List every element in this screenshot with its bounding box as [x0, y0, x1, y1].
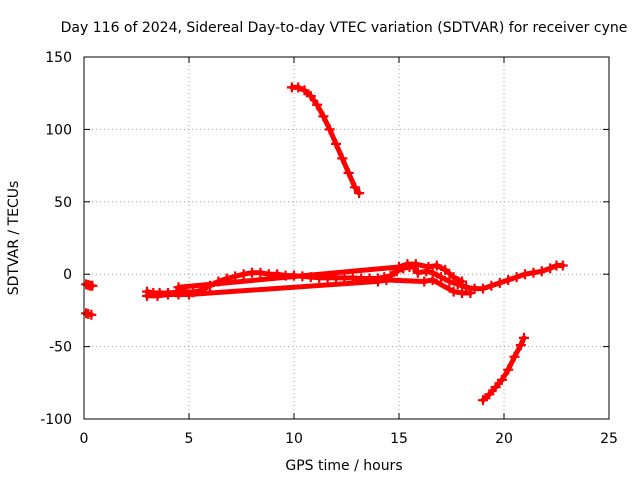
data-point — [255, 267, 266, 278]
data-point — [484, 389, 495, 400]
data-point — [305, 91, 316, 102]
data-point — [545, 263, 556, 274]
plot-border — [83, 56, 610, 420]
data-point — [536, 266, 547, 277]
data-point — [520, 269, 530, 280]
data-point — [528, 267, 539, 278]
data-point — [440, 264, 451, 275]
y-tick-label: -100 — [40, 412, 72, 428]
data-point — [410, 259, 421, 270]
data-point — [515, 340, 526, 351]
y-axis-label: SDTVAR / TECUs — [6, 181, 22, 296]
data-point — [465, 288, 476, 299]
data-point — [373, 276, 383, 287]
y-tick-label: 100 — [45, 122, 72, 138]
data-point — [142, 290, 152, 301]
data-point — [509, 351, 520, 362]
x-tick-label: 25 — [600, 431, 618, 447]
data-point — [431, 260, 442, 271]
data-point — [354, 188, 365, 199]
data-point — [238, 269, 249, 280]
data-point — [86, 309, 97, 320]
data-point — [87, 280, 98, 291]
data-point — [293, 82, 304, 93]
data-point — [173, 282, 184, 293]
data-points — [81, 82, 568, 406]
series-main-band-lower — [142, 274, 476, 301]
x-axis-ticks: 0 5 10 15 20 25 — [80, 57, 618, 447]
y-tick-label: 0 — [63, 267, 72, 283]
data-point — [163, 289, 173, 300]
grid-lines — [84, 57, 609, 419]
data-point — [490, 382, 501, 393]
data-point — [299, 85, 310, 96]
data-point — [419, 276, 430, 287]
x-tick-label: 15 — [390, 431, 408, 447]
data-point — [448, 286, 459, 297]
data-point — [457, 276, 467, 287]
data-point — [412, 267, 423, 278]
chart-title: Day 116 of 2024, Sidereal Day-to-day VTE… — [61, 20, 628, 36]
series-low-arc — [478, 332, 529, 406]
series-early-positive — [81, 279, 98, 291]
data-point — [349, 182, 360, 193]
data-point — [494, 277, 505, 288]
data-point — [402, 259, 413, 270]
data-point — [381, 274, 392, 285]
data-point — [152, 290, 163, 301]
data-point — [503, 274, 514, 285]
data-point — [478, 283, 488, 294]
y-tick-label: 150 — [45, 50, 72, 66]
data-point — [486, 280, 497, 291]
data-point — [496, 374, 507, 385]
series-early-negative — [81, 308, 97, 320]
data-point — [184, 289, 194, 300]
data-point — [427, 274, 438, 285]
x-axis-label: GPS time / hours — [285, 458, 402, 474]
data-point — [557, 260, 568, 271]
data-point — [457, 288, 467, 299]
series-main-band-upper — [173, 259, 467, 293]
data-point — [318, 111, 329, 122]
data-point — [324, 124, 335, 135]
x-tick-label: 5 — [185, 431, 194, 447]
data-point — [518, 332, 529, 343]
x-tick-label: 10 — [285, 431, 303, 447]
y-axis-ticks: -100 -50 0 50 100 150 — [40, 50, 609, 428]
data-point — [343, 167, 354, 178]
data-point — [478, 395, 488, 406]
data-point — [448, 272, 459, 283]
x-tick-label: 0 — [80, 431, 89, 447]
data-point — [394, 261, 404, 272]
data-point — [503, 364, 514, 375]
data-point — [511, 272, 522, 283]
data-point — [337, 153, 348, 164]
data-point — [423, 261, 434, 272]
data-point — [247, 267, 257, 278]
y-tick-label: -50 — [49, 340, 72, 356]
data-point — [331, 138, 341, 149]
series-high-arc — [286, 82, 365, 199]
y-tick-label: 50 — [54, 195, 72, 211]
data-point — [312, 99, 323, 110]
x-tick-label: 20 — [495, 431, 513, 447]
data-point — [436, 272, 446, 283]
